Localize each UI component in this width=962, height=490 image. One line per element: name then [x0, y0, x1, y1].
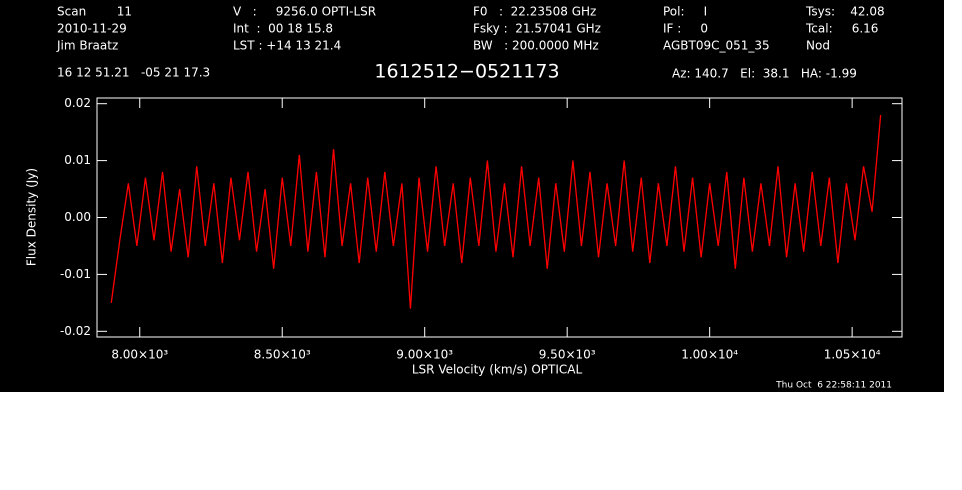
- x-tick-label: 9.50×10³: [539, 348, 596, 362]
- header: LST : +14 13 21.4: [233, 39, 341, 53]
- header: 2010-11-29: [57, 22, 127, 36]
- x-tick-label: 1.00×10⁴: [681, 348, 738, 362]
- pointing: Az: 140.7 El: 38.1 HA: -1.99: [672, 67, 857, 81]
- header: F0 : 22.23508 GHz: [473, 5, 596, 19]
- header: Jim Braatz: [56, 39, 118, 53]
- y-axis-label: Flux Density (Jy): [25, 168, 39, 266]
- x-axis-label: LSR Velocity (km/s) OPTICAL: [412, 363, 583, 377]
- y-tick-label: 0.01: [64, 153, 91, 167]
- timestamp: Thu Oct 6 22:58:11 2011: [775, 381, 892, 391]
- header: Tcal: 6.16: [805, 22, 878, 36]
- header: Int : 00 18 15.8: [233, 22, 333, 36]
- x-tick-label: 1.05×10⁴: [824, 348, 881, 362]
- x-tick-label: 8.00×10³: [111, 348, 168, 362]
- y-tick-label: 0.02: [64, 96, 91, 110]
- x-tick-label: 8.50×10³: [254, 348, 311, 362]
- header: Pol: I: [663, 5, 707, 19]
- position: 16 12 51.21 -05 21 17.3: [57, 66, 210, 80]
- y-tick-label: -0.01: [60, 267, 91, 281]
- chart-title: 1612512−0521173: [374, 61, 559, 83]
- header: IF : 0: [663, 22, 708, 36]
- header: Scan 11: [57, 5, 132, 19]
- x-tick-label: 9.00×10³: [396, 348, 453, 362]
- y-tick-label: 0.00: [64, 210, 91, 224]
- header: Tsys: 42.08: [805, 5, 885, 19]
- header: Nod: [806, 39, 830, 53]
- header: BW : 200.0000 MHz: [473, 39, 599, 53]
- header: Fsky : 21.57041 GHz: [473, 22, 601, 36]
- header: AGBT09C_051_35: [663, 39, 770, 53]
- spectrum-line: [110, 115, 882, 309]
- y-tick-label: -0.02: [60, 324, 91, 338]
- header: V : 9256.0 OPTI-LSR: [233, 5, 376, 19]
